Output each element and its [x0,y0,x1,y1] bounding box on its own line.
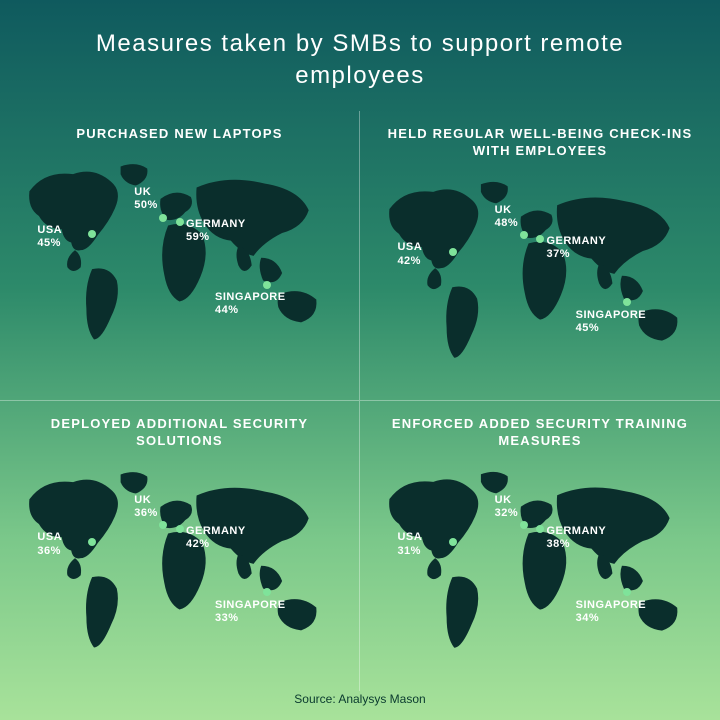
germany-marker-icon [536,525,544,533]
data-label-germany: GERMANY37% [546,235,606,261]
uk-marker-icon [520,231,528,239]
germany-marker-icon [536,235,544,243]
quadrant-laptops: PURCHASED NEW LAPTOPS USA45% UK50% GERMANY… [0,111,360,401]
usa-marker-icon [449,538,457,546]
data-label-uk: UK50% [134,186,158,212]
source-attribution: Source: Analysys Mason [0,692,720,706]
usa-marker-icon [88,538,96,546]
quadrant-title: HELD REGULAR WELL-BEING CHECK-INS WITH E… [378,125,702,160]
data-label-singapore: SINGAPORE45% [576,309,647,335]
data-label-usa: USA36% [37,531,62,557]
quadrant-title: PURCHASED NEW LAPTOPS [18,125,341,143]
singapore-marker-icon [623,298,631,306]
germany-marker-icon [176,218,184,226]
data-label-singapore: SINGAPORE44% [215,291,286,317]
uk-marker-icon [520,521,528,529]
data-label-germany: GERMANY59% [186,218,246,244]
quadrant-security-solutions: DEPLOYED ADDITIONAL SECURITY SOLUTIONS U… [0,401,360,691]
data-label-usa: USA31% [397,531,422,557]
data-label-usa: USA45% [37,224,62,250]
usa-marker-icon [449,248,457,256]
data-label-usa: USA42% [397,241,422,267]
uk-marker-icon [159,214,167,222]
germany-marker-icon [176,525,184,533]
usa-marker-icon [88,230,96,238]
singapore-marker-icon [623,588,631,596]
data-label-uk: UK36% [134,494,158,520]
world-map: USA45% UK50% GERMANY59% SINGAPORE44% [18,148,341,358]
world-map: USA31% UK32% GERMANY38% SINGAPORE34% [378,456,702,666]
data-label-singapore: SINGAPORE33% [215,599,286,625]
quadrant-title: DEPLOYED ADDITIONAL SECURITY SOLUTIONS [18,415,341,450]
quadrant-title: ENFORCED ADDED SECURITY TRAINING MEASURE… [378,415,702,450]
quadrant-wellbeing: HELD REGULAR WELL-BEING CHECK-INS WITH E… [360,111,720,401]
data-label-germany: GERMANY38% [546,525,606,551]
quadrant-security-training: ENFORCED ADDED SECURITY TRAINING MEASURE… [360,401,720,691]
uk-marker-icon [159,521,167,529]
data-label-uk: UK32% [495,494,519,520]
singapore-marker-icon [263,588,271,596]
data-label-uk: UK48% [495,204,519,230]
world-map: USA36% UK36% GERMANY42% SINGAPORE33% [18,456,341,666]
world-map: USA42% UK48% GERMANY37% SINGAPORE45% [378,166,702,376]
singapore-marker-icon [263,281,271,289]
page-title: Measures taken by SMBs to support remote… [0,0,720,111]
quadrant-grid: PURCHASED NEW LAPTOPS USA45% UK50% GERMANY… [0,111,720,691]
data-label-germany: GERMANY42% [186,525,246,551]
data-label-singapore: SINGAPORE34% [576,599,647,625]
